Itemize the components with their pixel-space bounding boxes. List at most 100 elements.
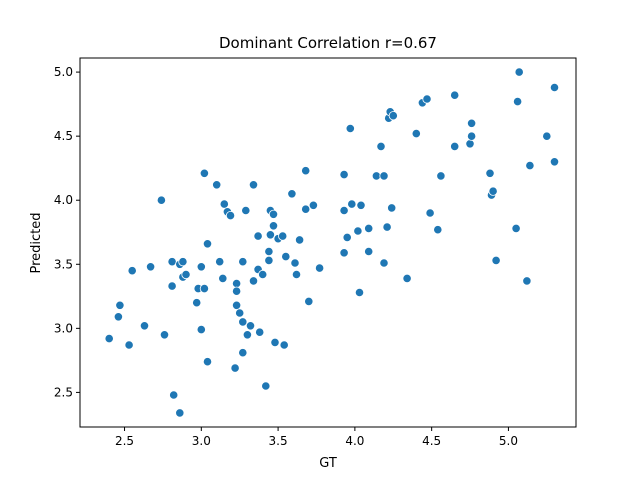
data-point bbox=[342, 232, 352, 242]
data-point bbox=[294, 235, 305, 245]
data-point bbox=[491, 255, 501, 265]
data-point bbox=[301, 166, 311, 176]
data-point bbox=[181, 269, 191, 280]
y-tick-label: 2.5 bbox=[54, 385, 73, 399]
data-point bbox=[264, 255, 274, 265]
data-point bbox=[104, 333, 114, 344]
data-point bbox=[199, 168, 209, 178]
data-point bbox=[235, 308, 245, 318]
data-point bbox=[354, 287, 365, 298]
data-point bbox=[270, 337, 280, 347]
data-point bbox=[192, 298, 202, 308]
data-point bbox=[248, 276, 259, 286]
data-point bbox=[436, 171, 446, 181]
data-point bbox=[402, 273, 412, 283]
data-point bbox=[139, 321, 150, 331]
data-point bbox=[339, 248, 349, 258]
data-point bbox=[450, 141, 460, 151]
y-tick-label: 3.5 bbox=[54, 257, 73, 271]
data-point bbox=[364, 223, 374, 233]
data-point bbox=[485, 168, 495, 178]
data-point bbox=[124, 340, 134, 350]
data-point bbox=[339, 170, 349, 180]
data-point bbox=[242, 330, 252, 340]
data-point bbox=[265, 230, 275, 240]
data-point bbox=[178, 257, 188, 267]
data-point bbox=[522, 276, 532, 286]
data-point bbox=[356, 200, 366, 210]
data-point bbox=[512, 97, 523, 107]
data-point bbox=[255, 327, 265, 337]
data-point bbox=[281, 252, 291, 262]
data-point bbox=[345, 123, 355, 134]
data-point bbox=[225, 211, 236, 221]
data-point bbox=[525, 161, 535, 171]
data-point bbox=[279, 340, 289, 350]
data-point bbox=[422, 94, 432, 104]
data-point bbox=[268, 209, 279, 219]
x-axis-ticks: 2.5 3.0 3.5 4.0 4.5 5.0 bbox=[115, 427, 518, 448]
data-point bbox=[238, 317, 248, 327]
data-point bbox=[113, 312, 124, 322]
data-point bbox=[549, 82, 560, 93]
data-point bbox=[347, 199, 357, 209]
data-point bbox=[549, 157, 560, 167]
data-point bbox=[304, 296, 314, 306]
data-point bbox=[466, 131, 477, 141]
y-axis-ticks: 2.5 3.0 3.5 4.0 4.5 5.0 bbox=[54, 65, 80, 399]
data-point bbox=[376, 141, 386, 151]
chart-title: Dominant Correlation r=0.67 bbox=[219, 34, 437, 52]
data-point bbox=[308, 200, 318, 210]
data-point bbox=[232, 278, 242, 289]
data-point bbox=[218, 273, 228, 283]
data-point bbox=[371, 171, 381, 181]
x-tick-label: 4.5 bbox=[422, 434, 441, 448]
data-point bbox=[261, 381, 271, 391]
data-point bbox=[278, 231, 288, 241]
x-tick-label: 3.0 bbox=[192, 434, 211, 448]
data-point bbox=[290, 258, 300, 268]
x-tick-label: 4.0 bbox=[345, 434, 364, 448]
data-point bbox=[199, 283, 209, 294]
data-point bbox=[291, 269, 302, 280]
data-point bbox=[232, 286, 242, 296]
data-point bbox=[425, 208, 435, 218]
data-point bbox=[167, 257, 177, 267]
data-point bbox=[156, 195, 166, 205]
data-point bbox=[353, 226, 363, 236]
y-tick-label: 4.5 bbox=[54, 129, 73, 143]
data-point bbox=[387, 203, 397, 213]
data-point bbox=[450, 90, 460, 100]
data-point bbox=[364, 246, 374, 257]
x-tick-label: 2.5 bbox=[115, 434, 134, 448]
data-point bbox=[339, 205, 349, 216]
points-layer bbox=[104, 67, 560, 418]
data-point bbox=[253, 231, 263, 241]
y-tick-label: 4.0 bbox=[54, 193, 73, 207]
axes-frame bbox=[79, 57, 577, 428]
data-point bbox=[301, 204, 311, 214]
data-point bbox=[411, 129, 421, 139]
data-point bbox=[514, 67, 524, 77]
data-point bbox=[542, 131, 552, 141]
data-point bbox=[202, 357, 213, 367]
data-point bbox=[241, 205, 251, 216]
x-tick-label: 5.0 bbox=[499, 434, 518, 448]
data-point bbox=[488, 186, 498, 196]
data-point bbox=[215, 257, 225, 267]
data-point bbox=[212, 180, 222, 190]
data-point bbox=[146, 262, 156, 272]
data-point bbox=[175, 408, 185, 418]
x-tick-label: 3.5 bbox=[269, 434, 288, 448]
data-point bbox=[169, 390, 179, 400]
data-point bbox=[379, 171, 389, 181]
x-axis-label: GT bbox=[319, 456, 337, 471]
data-point bbox=[167, 281, 177, 291]
data-point bbox=[511, 223, 521, 233]
data-point bbox=[219, 199, 229, 209]
data-point bbox=[314, 263, 325, 273]
data-point bbox=[382, 222, 392, 232]
data-point bbox=[196, 324, 206, 335]
